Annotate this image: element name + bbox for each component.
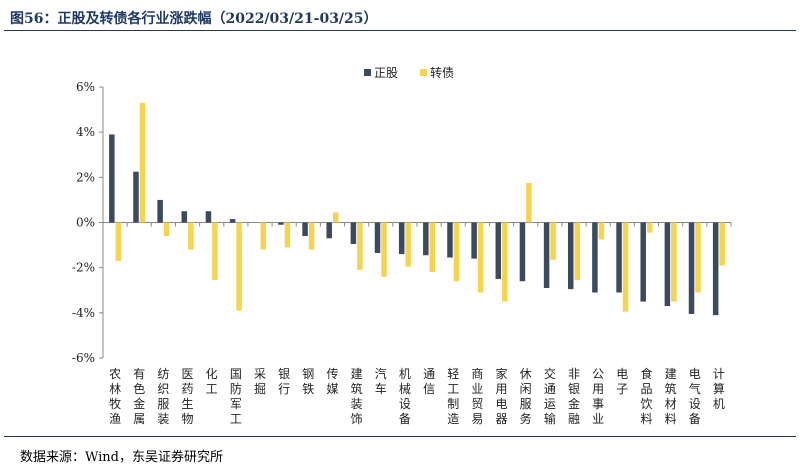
category-label: 钢铁 (302, 367, 314, 396)
stock-bar-13 (398, 222, 405, 255)
category-label: 建筑材料 (665, 367, 677, 426)
y-tick-label: -6% (72, 351, 95, 365)
y-tick-label: -2% (72, 261, 95, 275)
stock-bar-6 (229, 219, 236, 223)
category-label: 银行 (278, 367, 290, 396)
category-label: 传媒 (326, 366, 338, 396)
category-label: 计算机 (713, 367, 725, 411)
bars-layer (109, 102, 725, 316)
stock-bar-4 (181, 211, 188, 223)
y-tick-label: 0% (76, 216, 95, 230)
category-label: 轻工制造 (447, 367, 459, 426)
category-label: 电气设备 (689, 367, 701, 426)
bond-bar-11 (357, 222, 363, 270)
bond-bar-26 (719, 222, 725, 266)
category-label: 农林牧渔 (109, 367, 121, 426)
category-label: 交通运输 (544, 366, 556, 426)
bond-bar-21 (598, 222, 605, 240)
category-label: 医药生物 (182, 367, 194, 426)
bond-bar-19 (550, 222, 556, 260)
stock-bar-9 (302, 222, 308, 237)
stock-bar-12 (374, 222, 381, 253)
category-label: 通信 (423, 367, 435, 396)
bond-bar-7 (260, 222, 266, 250)
legend-swatch-bond (420, 69, 427, 76)
stock-bar-14 (423, 222, 429, 256)
category-label: 家用电器 (496, 366, 508, 426)
legend-label-bond: 转债 (430, 65, 454, 80)
category-label: 汽车 (375, 366, 387, 396)
bond-bar-25 (695, 222, 701, 293)
bond-bar-16 (477, 222, 484, 293)
stock-bar-26 (712, 222, 719, 316)
y-tick-label: 6% (76, 80, 95, 94)
category-label: 商业贸易 (471, 366, 483, 426)
category-label: 公用事业 (592, 367, 604, 426)
bond-bar-22 (622, 222, 629, 312)
category-label: 机械设备 (399, 367, 411, 426)
category-label: 采掘 (254, 367, 266, 396)
stock-bar-19 (543, 222, 550, 288)
y-tick-label: 4% (76, 125, 95, 139)
legend: 正股 转债 (364, 65, 454, 80)
stock-bar-18 (519, 222, 526, 282)
figure-title-bar: 图56：正股及转债各行业涨跌幅（2022/03/21-03/25） (4, 4, 796, 31)
bond-bar-15 (453, 222, 460, 282)
stock-bar-24 (664, 222, 671, 307)
stock-bar-17 (495, 222, 502, 279)
stock-bar-2 (133, 171, 139, 223)
data-source: 数据来源：Wind，东吴证券研究所 (20, 450, 223, 465)
bond-bar-1 (115, 222, 122, 261)
bond-bar-17 (502, 222, 508, 302)
category-label: 电子 (616, 367, 628, 396)
stock-bar-8 (278, 222, 284, 225)
category-label: 建筑装饰 (351, 367, 363, 426)
stock-bar-25 (688, 222, 695, 314)
y-tick-label: 2% (76, 170, 95, 184)
bond-bar-24 (671, 222, 677, 302)
bond-bar-5 (212, 222, 218, 281)
bond-bar-18 (526, 182, 532, 223)
stock-bar-15 (447, 222, 453, 258)
category-label: 食品饮料 (640, 366, 652, 426)
legend-label-stock: 正股 (374, 66, 398, 80)
bond-bar-9 (308, 222, 315, 250)
category-label: 纺织服装 (157, 367, 169, 426)
bond-bar-10 (332, 212, 339, 223)
category-label: 有色金属 (133, 367, 145, 426)
stock-bar-22 (616, 222, 622, 293)
bond-bar-23 (646, 222, 653, 233)
category-label: 非银金融 (568, 367, 580, 426)
bond-bar-6 (236, 222, 242, 311)
stock-bar-3 (157, 199, 163, 223)
category-label: 化工 (206, 367, 218, 396)
category-label: 休闲服务 (520, 367, 532, 426)
bond-bar-12 (381, 222, 387, 277)
stock-bar-1 (109, 134, 115, 223)
bond-bar-2 (139, 102, 146, 223)
category-label: 国防军工 (230, 367, 242, 426)
figure-footer: 数据来源：Wind，东吴证券研究所 (4, 436, 796, 467)
bond-bar-13 (405, 222, 411, 267)
y-tick-label: -4% (72, 306, 95, 320)
legend-swatch-stock (364, 69, 371, 76)
bond-bar-3 (163, 222, 170, 237)
stock-bar-16 (471, 222, 477, 259)
bond-bar-8 (284, 222, 291, 248)
figure-title: 图56：正股及转债各行业涨跌幅（2022/03/21-03/25） (10, 11, 378, 27)
stock-bar-5 (205, 211, 212, 223)
bond-bar-4 (188, 222, 194, 250)
stock-bar-20 (568, 222, 574, 290)
stock-bar-10 (326, 222, 332, 239)
stock-bar-21 (592, 222, 598, 293)
bond-bar-14 (429, 222, 436, 273)
stock-bar-11 (350, 222, 357, 244)
bond-bar-20 (574, 222, 580, 281)
stock-bar-23 (640, 222, 646, 302)
